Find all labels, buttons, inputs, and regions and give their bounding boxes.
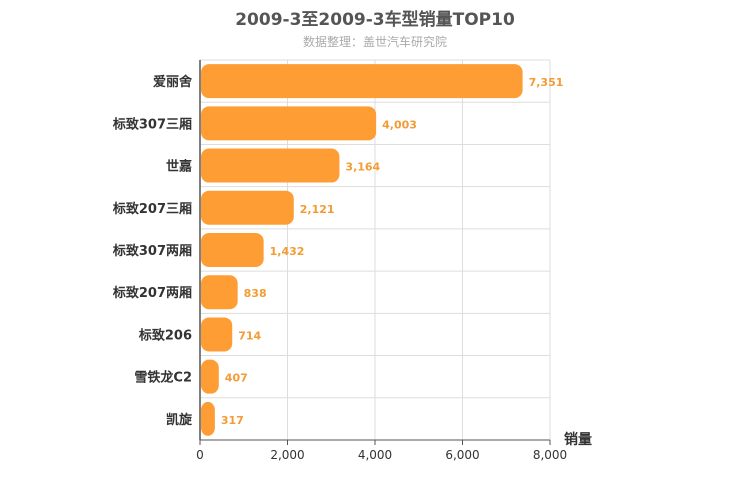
bar[interactable] [201, 359, 219, 394]
data-label: 838 [244, 287, 267, 300]
category-label: 凯旋 [166, 412, 193, 428]
bar[interactable] [201, 190, 294, 225]
category-label: 标致307两厢 [112, 243, 192, 259]
data-label: 4,003 [382, 118, 417, 131]
bar[interactable] [201, 275, 238, 310]
bar[interactable] [201, 401, 215, 436]
bar[interactable] [201, 317, 233, 352]
data-label: 317 [221, 414, 244, 427]
chart-title: 2009-3至2009-3车型销量TOP10 [235, 10, 515, 30]
data-label: 714 [238, 329, 261, 342]
x-tick-label: 6,000 [445, 448, 479, 462]
bar[interactable] [201, 106, 377, 141]
category-label: 世嘉 [166, 159, 192, 175]
category-label: 爱丽舍 [153, 74, 193, 90]
x-tick-label: 8,000 [533, 448, 567, 462]
data-label: 2,121 [300, 203, 335, 216]
data-label: 407 [225, 372, 248, 385]
category-label: 标致207两厢 [112, 285, 192, 301]
data-label: 7,351 [529, 76, 564, 89]
category-label: 标致206 [138, 327, 192, 343]
x-tick-label: 4,000 [358, 448, 392, 462]
x-tick-label: 0 [196, 448, 204, 462]
label-layer: 0 2,000 4,000 6,000 8,000 爱丽舍 7,351 标致307三厢 4,00… [112, 74, 567, 462]
category-label: 标致207三厢 [112, 201, 192, 217]
bar[interactable] [201, 64, 523, 99]
data-label: 3,164 [345, 161, 380, 174]
x-axis-title: 销量 [564, 431, 592, 448]
category-label: 雪铁龙C2 [134, 370, 192, 386]
data-label: 1,432 [270, 245, 305, 258]
bar[interactable] [201, 148, 340, 183]
category-label: 标致307三厢 [112, 116, 192, 132]
bar[interactable] [201, 233, 264, 267]
bar-layer [201, 64, 523, 436]
chart-subtitle: 数据整理：盖世汽车研究院 [302, 35, 447, 49]
x-tick-label: 2,000 [270, 448, 304, 462]
